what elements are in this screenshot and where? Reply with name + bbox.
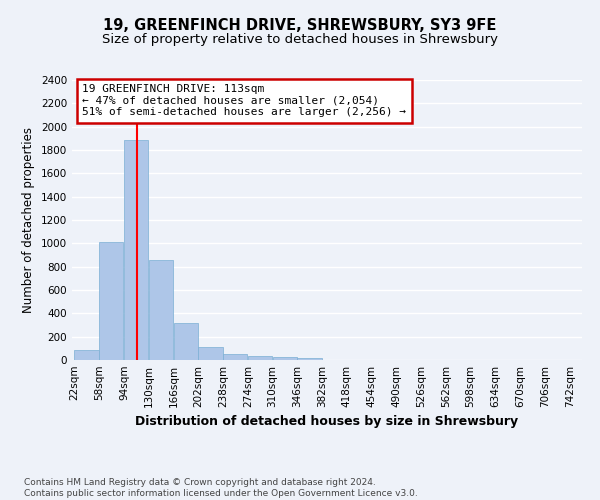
Text: 19, GREENFINCH DRIVE, SHREWSBURY, SY3 9FE: 19, GREENFINCH DRIVE, SHREWSBURY, SY3 9F… (103, 18, 497, 32)
Bar (248, 356, 272, 360)
Text: Contains HM Land Registry data © Crown copyright and database right 2024.
Contai: Contains HM Land Registry data © Crown c… (24, 478, 418, 498)
Text: Size of property relative to detached houses in Shrewsbury: Size of property relative to detached ho… (102, 32, 498, 46)
Bar (149, 260, 173, 360)
Text: 19 GREENFINCH DRIVE: 113sqm
← 47% of detached houses are smaller (2,054)
51% of : 19 GREENFINCH DRIVE: 113sqm ← 47% of det… (82, 84, 406, 117)
Y-axis label: Number of detached properties: Number of detached properties (22, 127, 35, 313)
Bar (173, 324, 198, 360)
Bar (124, 140, 148, 360)
Bar (272, 357, 297, 360)
Bar (74, 350, 99, 360)
X-axis label: Distribution of detached houses by size in Shrewsbury: Distribution of detached houses by size … (136, 416, 518, 428)
Bar (198, 346, 223, 360)
Bar (223, 354, 247, 360)
Bar (297, 358, 322, 360)
Bar (99, 242, 124, 360)
